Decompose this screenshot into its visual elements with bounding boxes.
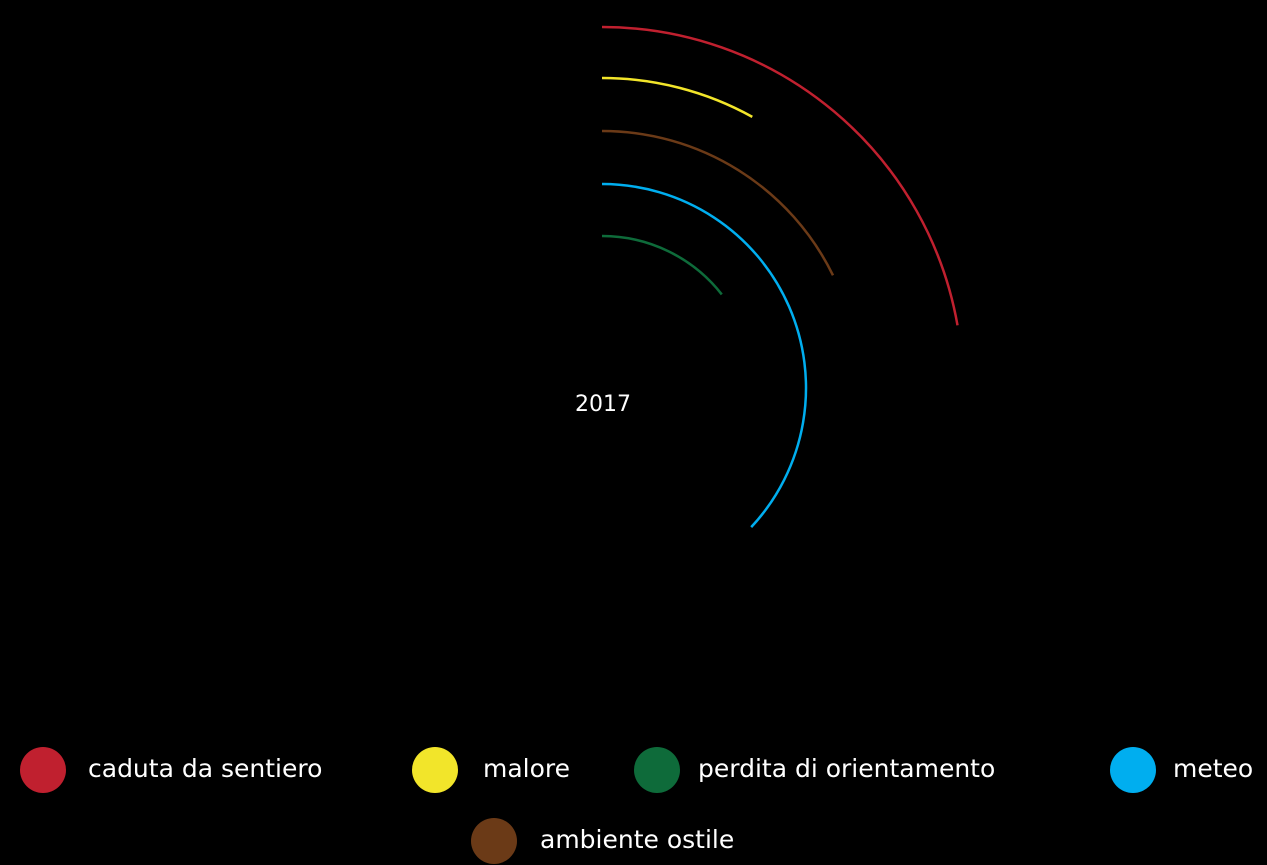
legend-swatch bbox=[1110, 747, 1156, 793]
legend-swatch bbox=[412, 747, 458, 793]
arc-bar bbox=[601, 182, 808, 528]
legend-swatch bbox=[20, 747, 66, 793]
arc-bar bbox=[601, 76, 753, 118]
legend-label: caduta da sentiero bbox=[88, 754, 322, 783]
legend-label: meteo bbox=[1173, 754, 1253, 783]
legend-label: ambiente ostile bbox=[540, 825, 734, 854]
legend-swatch bbox=[471, 818, 517, 864]
arc-bar bbox=[601, 25, 959, 326]
arc-bar bbox=[601, 129, 835, 276]
legend-label: malore bbox=[483, 754, 570, 783]
chart-title: 2017 bbox=[575, 392, 631, 417]
arc-bar bbox=[601, 234, 723, 296]
legend-swatch bbox=[634, 747, 680, 793]
legend-label: perdita di orientamento bbox=[698, 754, 995, 783]
